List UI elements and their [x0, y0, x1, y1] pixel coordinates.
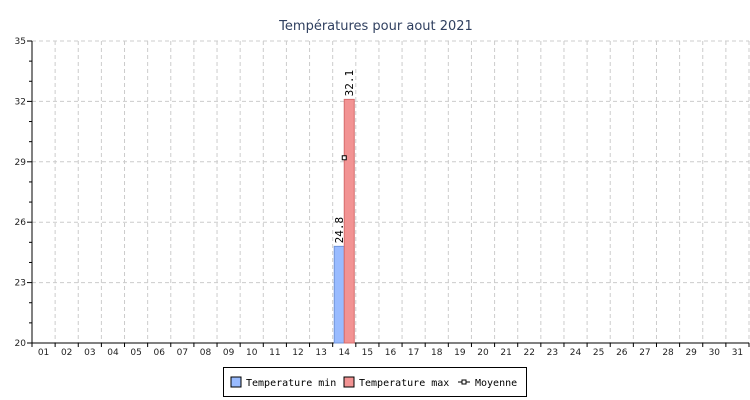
x-tick-label: 09 — [223, 348, 235, 358]
legend: Temperature min Temperature max Moyenne — [223, 367, 527, 397]
x-tick-label: 29 — [685, 348, 697, 358]
y-tick-label: 23 — [15, 279, 26, 289]
x-tick-label: 28 — [662, 348, 674, 358]
y-tick-label: 29 — [15, 158, 27, 168]
x-tick-label: 16 — [385, 348, 397, 358]
x-tick-label: 02 — [61, 348, 72, 358]
bars — [333, 98, 355, 344]
grid-lines — [32, 40, 750, 343]
x-tick-label: 23 — [547, 348, 558, 358]
x-tick-label: 15 — [362, 348, 373, 358]
x-tick-label: 10 — [246, 348, 258, 358]
x-tick-label: 27 — [639, 348, 650, 358]
x-tick-label: 11 — [269, 348, 280, 358]
bar — [343, 98, 355, 344]
x-tick-label: 14 — [339, 348, 351, 358]
bar-value-label: 24.8 — [333, 217, 346, 244]
data-labels: 24.8 32.1 — [333, 70, 356, 243]
x-tick-label: 05 — [130, 348, 141, 358]
x-tick-label: 26 — [616, 348, 628, 358]
y-tick-label: 32 — [15, 97, 26, 107]
average-marker — [341, 155, 347, 161]
x-tick-label: 03 — [84, 348, 95, 358]
axes: 20 23 26 29 32 35 01 02 03 04 05 06 07 08 09 10 11 12 13 14… — [15, 37, 750, 358]
y-tick-label: 20 — [15, 339, 27, 349]
x-tick-label: 17 — [408, 348, 419, 358]
x-tick-label: 19 — [454, 348, 466, 358]
x-tick-label: 06 — [153, 348, 165, 358]
y-tick-label: 26 — [15, 218, 27, 228]
legend-swatch — [343, 376, 355, 388]
x-tick-label: 04 — [107, 348, 119, 358]
bar — [333, 245, 345, 344]
x-tick-label: 13 — [315, 348, 326, 358]
x-tick-label: 30 — [709, 348, 721, 358]
bar-value-label: 32.1 — [343, 70, 356, 97]
legend-label: Temperature min — [246, 378, 336, 389]
x-tick-label: 20 — [477, 348, 489, 358]
legend-marker — [461, 379, 467, 385]
x-tick-label: 08 — [200, 348, 212, 358]
x-tick-label: 31 — [732, 348, 743, 358]
y-tick-label: 35 — [15, 37, 26, 47]
x-tick-label: 07 — [177, 348, 188, 358]
legend-swatch — [230, 376, 242, 388]
x-tick-label: 12 — [292, 348, 303, 358]
legend-label: Moyenne — [475, 378, 517, 389]
x-tick-label: 25 — [593, 348, 604, 358]
x-tick-label: 21 — [500, 348, 511, 358]
x-tick-label: 18 — [431, 348, 443, 358]
chart-title: Températures pour aout 2021 — [278, 19, 473, 34]
x-tick-label: 22 — [524, 348, 535, 358]
x-tick-label: 24 — [570, 348, 582, 358]
legend-label: Temperature max — [359, 378, 449, 389]
legend-box — [223, 367, 527, 397]
x-tick-label: 01 — [38, 348, 49, 358]
